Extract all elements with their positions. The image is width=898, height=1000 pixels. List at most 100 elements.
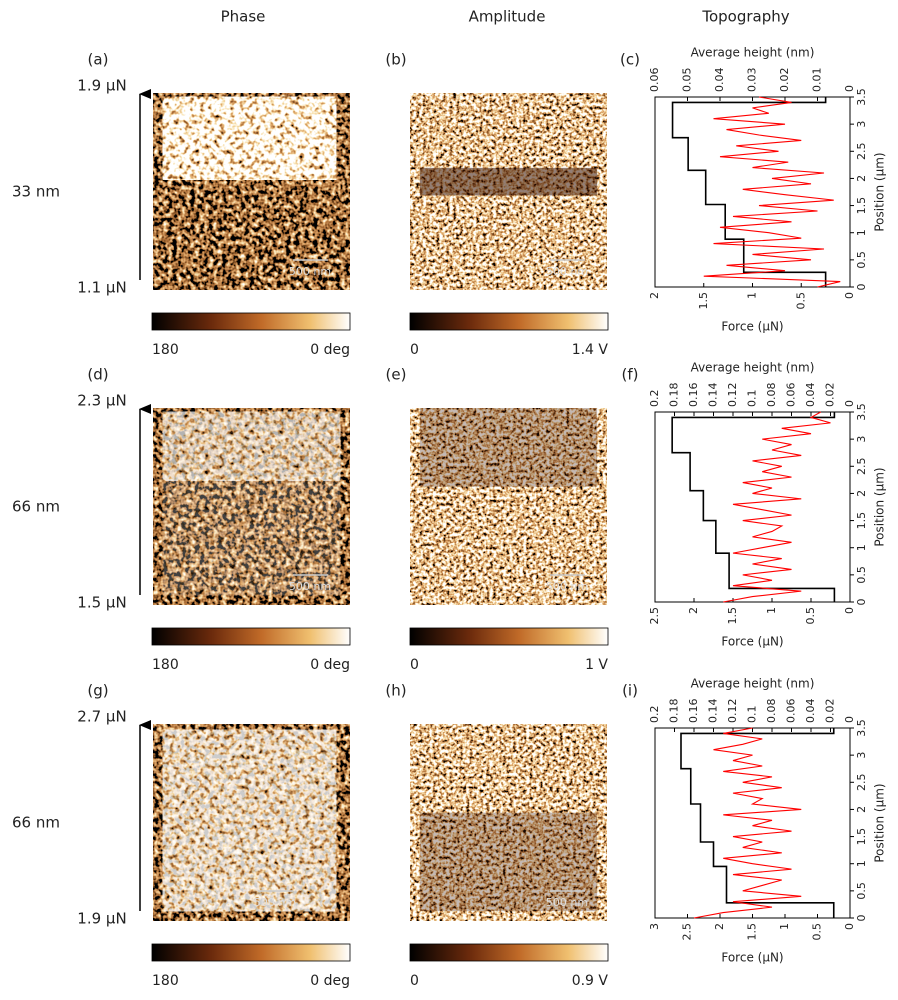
x2-tick-label: 0.12 [726,699,739,724]
x2-axis-label: Average height (nm) [691,46,815,60]
colorbar [151,312,351,331]
x-tick-label: 2 [713,923,726,930]
y-tick-label: 2.5 [855,774,868,792]
plot-frame [654,727,851,919]
y-tick-label: 0 [855,284,868,291]
colorbar [151,627,351,646]
force-min-label: 1.9 µN [77,910,126,928]
x2-tick-label: 0.06 [785,383,798,408]
y-axis-label: Position (µm) [873,783,887,862]
x-tick-label: 2 [687,607,700,614]
colorbar-max-label: 1.4 V [572,342,609,358]
y-tick-label: 0.5 [855,251,868,269]
x2-tick-label: 0.06 [785,699,798,724]
x2-tick-label: 0.2 [648,706,661,724]
x2-axis-label: Average height (nm) [691,361,815,375]
colorbar-max-label: 0 deg [310,973,350,989]
afm-image [410,724,607,921]
panel-label: (e) [386,366,407,384]
y-tick-label: 2 [855,175,868,182]
column-header: Amplitude [469,8,546,26]
x2-tick-label: 0.04 [713,68,726,93]
column-header: Topography [701,8,789,26]
scale-bar-label: 500 nm [254,896,296,909]
x2-tick-label: 0.06 [648,68,661,93]
y-tick-label: 3.5 [855,719,868,737]
scale-bar-label: 500 nm [289,580,331,593]
x-tick-label: 0 [843,607,856,614]
x2-tick-label: 0 [843,716,856,723]
x2-tick-label: 0.16 [687,699,700,724]
y-axis-label: Position (µm) [873,152,887,231]
y-axis-label: Position (µm) [873,467,887,546]
x2-tick-label: 0.08 [765,699,778,724]
colorbar-max-label: 0.9 V [572,973,609,989]
x2-tick-label: 0.16 [687,383,700,408]
height-line [723,411,831,603]
y-tick-label: 0 [855,915,868,922]
x-tick-label: 0.5 [811,923,824,941]
plot-frame [654,96,851,288]
y-tick-label: 0.5 [855,882,868,900]
bright-region [162,96,337,180]
force-min-label: 1.5 µN [77,594,126,612]
x2-tick-label: 0.18 [668,383,681,408]
scale-bar-label: 500 nm [546,580,588,593]
panel-label: (a) [88,51,109,69]
panel-label: (c) [620,51,640,69]
x-tick-label: 1 [746,292,759,299]
x2-tick-label: 0.04 [804,699,817,724]
dark-region [419,167,598,196]
x-tick-label: 0 [843,923,856,930]
colorbar-max-label: 0 deg [310,657,350,673]
panel-label: (b) [385,51,406,69]
force-line [671,97,827,287]
x2-tick-label: 0.08 [765,383,778,408]
x-tick-label: 1 [778,923,791,930]
y-tick-label: 3.5 [855,88,868,106]
y-tick-label: 3 [855,752,868,759]
bright-region [162,411,341,481]
force-line [671,412,836,602]
panel-label: (g) [87,682,108,700]
colorbar-min-label: 0 [410,657,419,673]
x-tick-label: 0 [843,292,856,299]
colorbar-max-label: 1 V [585,657,608,673]
height-line [703,96,841,288]
y-tick-label: 2 [855,490,868,497]
panel-label: (f) [622,366,639,384]
y-tick-label: 3 [855,121,868,128]
x-tick-label: 1.5 [726,607,739,625]
y-tick-label: 3 [855,436,868,443]
x2-tick-label: 0.04 [804,383,817,408]
x2-tick-label: 0.1 [746,390,759,408]
x-tick-label: 0.5 [804,607,817,625]
x2-tick-label: 0.14 [707,699,720,724]
y-tick-label: 1.5 [855,828,868,846]
column-header: Phase [221,8,266,26]
force-min-label: 1.1 µN [77,279,126,297]
colorbar [409,627,609,646]
colorbar [409,312,609,331]
colorbar-min-label: 0 [410,342,419,358]
scale-bar-label: 500 nm [289,265,331,278]
x2-tick-label: 0 [843,85,856,92]
x2-tick-label: 0.02 [824,383,837,408]
y-tick-label: 0.5 [855,566,868,584]
x2-tick-label: 0.12 [726,383,739,408]
x-axis-label: Force (µN) [721,320,783,334]
y-tick-label: 1 [855,860,868,867]
scale-bar-label: 500 nm [546,265,588,278]
x-axis-label: Force (µN) [721,635,783,649]
x-tick-label: 1.5 [697,292,710,310]
force-max-label: 2.3 µN [77,392,126,410]
x-tick-label: 2 [648,292,661,299]
x2-tick-label: 0.05 [681,68,694,93]
scale-bar-label: 500 nm [546,896,588,909]
force-line [680,728,835,918]
x-tick-label: 1.5 [746,923,759,941]
colorbar-min-label: 180 [152,342,179,358]
x2-axis-label: Average height (nm) [691,677,815,691]
x2-tick-label: 0.01 [811,68,824,93]
bright-region [162,729,337,912]
